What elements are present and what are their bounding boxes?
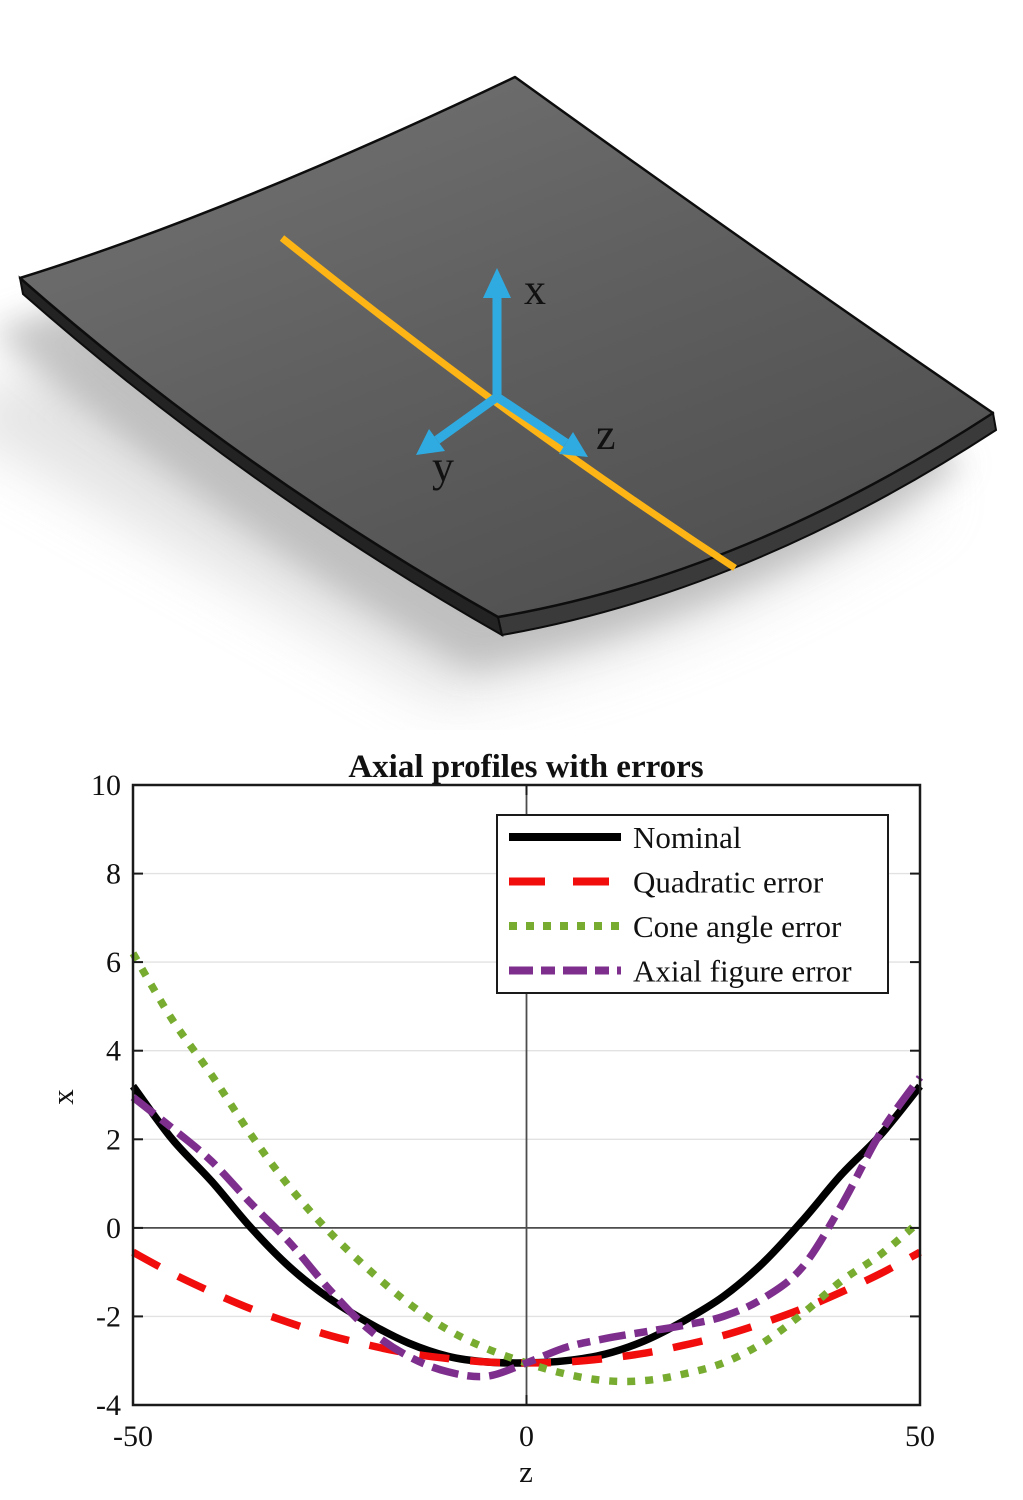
y-tick-label: 4 [106, 1035, 121, 1068]
x-tick-label: 50 [905, 1420, 935, 1453]
legend-item-label: Quadratic error [633, 865, 824, 900]
tick-label-layer: -50 0 50 -4 -2 0 2 4 6 8 10 [91, 769, 935, 1453]
axial-profiles-chart: -50 0 50 -4 -2 0 2 4 6 8 10 Axial profiles with er… [45, 749, 935, 1489]
chart-xlabel: z [519, 1454, 533, 1489]
legend-item: Quadratic error [509, 865, 824, 900]
z-axis-arrowhead-icon [559, 432, 588, 457]
y-tick-label: 6 [106, 946, 121, 979]
y-tick-label: 10 [91, 769, 121, 802]
y-tick-label: -4 [96, 1389, 121, 1422]
series-cone-angle-error [129, 951, 923, 1386]
legend-item-label: Axial figure error [633, 954, 852, 989]
legend-item-label: Nominal [633, 820, 742, 855]
y-tick-label: 8 [106, 858, 121, 891]
legend: Nominal Quadratic error Cone angle error Ax… [496, 814, 889, 994]
coordinate-axes [416, 268, 588, 457]
y-tick-label: 0 [106, 1212, 121, 1245]
x-axis-label: x [524, 265, 546, 314]
chart-title: Axial profiles with errors [348, 749, 703, 785]
curve-layer [129, 951, 924, 1386]
chart-ylabel: x [45, 1089, 80, 1105]
legend-item: Nominal [509, 820, 742, 855]
legend-item: Axial figure error [509, 954, 852, 989]
y-axis-arrowhead-icon [416, 429, 445, 455]
axial-profile-line [279, 235, 737, 571]
y-tick-label: 2 [106, 1123, 121, 1156]
series-axial-figure-error [130, 1075, 924, 1381]
x-tick-label: 0 [519, 1420, 534, 1453]
z-axis-arrow [494, 393, 569, 447]
z-axis-label: z [596, 410, 616, 459]
x-tick-label: -50 [113, 1420, 153, 1453]
legend-box [496, 814, 889, 994]
y-axis-arrow [434, 393, 500, 444]
y-axis-label: y [432, 442, 454, 491]
surface-3d-figure: x y z [0, 75, 998, 702]
legend-item: Cone angle error [509, 909, 842, 944]
legend-items: Nominal Quadratic error Cone angle error Ax… [509, 820, 852, 989]
x-axis-arrowhead-icon [483, 268, 511, 298]
y-tick-label: -2 [96, 1300, 121, 1333]
tick-layer [132, 784, 921, 1406]
legend-item-label: Cone angle error [633, 909, 842, 944]
plate-top-surface [18, 75, 995, 619]
